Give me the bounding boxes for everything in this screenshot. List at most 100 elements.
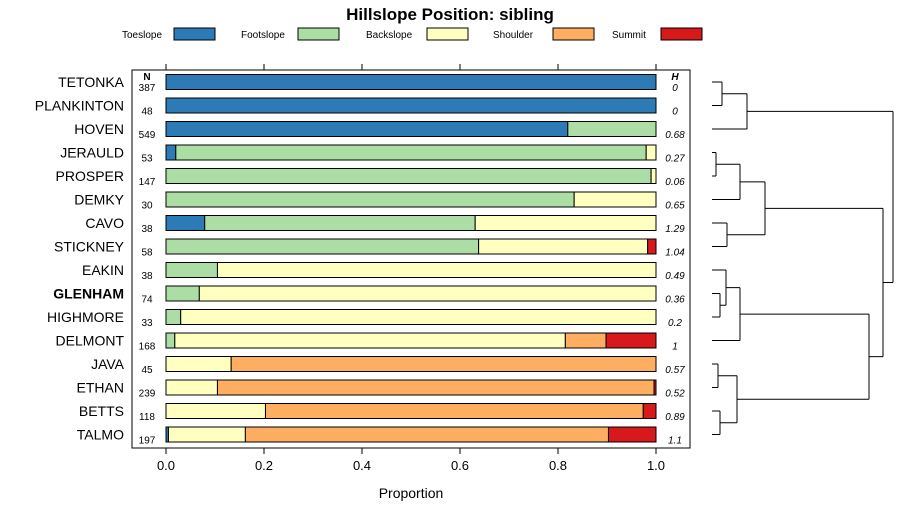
soil-label-betts: BETTS bbox=[79, 403, 124, 419]
legend-swatch-toeslope bbox=[173, 27, 216, 41]
soil-label-highmore: HIGHMORE bbox=[47, 309, 124, 325]
bar-segment-hoven-footslope bbox=[567, 121, 657, 137]
n-value-ethan: 239 bbox=[139, 389, 156, 400]
bar-segment-stickney-backslope bbox=[478, 238, 649, 255]
x-tick-label: 1.0 bbox=[647, 458, 665, 473]
bar-segment-plankinton-toeslope bbox=[165, 97, 657, 114]
x-tick-label: 0.6 bbox=[451, 458, 469, 473]
bars bbox=[165, 74, 657, 443]
n-value-highmore: 33 bbox=[141, 318, 153, 329]
n-value-tetonka: 387 bbox=[139, 83, 156, 94]
legend-label-toeslope: Toeslope bbox=[122, 30, 162, 41]
soil-label-stickney: STICKNEY bbox=[54, 239, 125, 255]
h-value-java: 0.57 bbox=[665, 365, 685, 376]
bar-segment-glenham-backslope bbox=[198, 285, 657, 302]
bar-row-demky bbox=[165, 191, 657, 208]
bar-segment-betts-backslope bbox=[165, 403, 266, 419]
bar-segment-delmont-shoulder bbox=[564, 332, 607, 349]
x-axis: 0.0 0.2 0.4 0.6 0.8 1.0 bbox=[157, 64, 665, 473]
bar-segment-java-backslope bbox=[165, 356, 232, 372]
bar-segment-ethan-summit bbox=[653, 379, 657, 396]
plot-frame bbox=[131, 69, 691, 449]
bar-segment-ethan-backslope bbox=[165, 379, 218, 396]
soil-label-glenham: GLENHAM bbox=[53, 286, 124, 302]
bar-row-talmo bbox=[165, 426, 657, 443]
h-value-hoven: 0.68 bbox=[665, 130, 685, 141]
legend-label-shoulder: Shoulder bbox=[493, 30, 534, 41]
h-value-plankinton: 0 bbox=[672, 107, 678, 118]
soil-label-java: JAVA bbox=[91, 356, 125, 372]
bar-row-plankinton bbox=[165, 97, 657, 114]
legend: Toeslope Footslope Backslope Shoulder Summit bbox=[122, 27, 703, 41]
bar-segment-delmont-backslope bbox=[174, 332, 566, 349]
bar-row-eakin bbox=[165, 262, 657, 278]
bar-segment-eakin-backslope bbox=[216, 262, 657, 278]
h-value-delmont: 1 bbox=[672, 342, 678, 353]
x-axis-title: Proportion bbox=[379, 485, 444, 501]
bar-segment-tetonka-toeslope bbox=[165, 74, 657, 90]
bar-segment-talmo-backslope bbox=[167, 426, 246, 443]
bar-segment-betts-shoulder bbox=[264, 403, 644, 419]
soil-label-demky: DEMKY bbox=[74, 192, 124, 208]
bar-segment-stickney-footslope bbox=[165, 238, 480, 255]
bar-segment-cavo-backslope bbox=[474, 215, 657, 231]
bar-segment-demky-footslope bbox=[165, 191, 575, 208]
bar-row-stickney bbox=[165, 238, 657, 255]
h-value-talmo: 1.1 bbox=[668, 436, 682, 447]
h-value-jerauld: 0.27 bbox=[665, 154, 685, 165]
chart-title: Hillslope Position: sibling bbox=[346, 5, 554, 24]
soil-label-prosper: PROSPER bbox=[56, 168, 124, 184]
h-value-cavo: 1.29 bbox=[665, 224, 685, 235]
bar-row-tetonka bbox=[165, 74, 657, 90]
bar-segment-stickney-summit bbox=[647, 238, 657, 255]
legend-swatch-shoulder bbox=[552, 27, 595, 41]
soil-label-delmont: DELMONT bbox=[56, 333, 125, 349]
dendrogram bbox=[712, 81, 894, 435]
bar-row-jerauld bbox=[165, 144, 657, 161]
soil-label-jerauld: JERAULD bbox=[60, 145, 124, 161]
bar-segment-highmore-footslope bbox=[165, 309, 182, 325]
bar-segment-glenham-footslope bbox=[165, 285, 200, 302]
n-value-delmont: 168 bbox=[139, 342, 156, 353]
bar-segment-hoven-toeslope bbox=[165, 121, 569, 137]
n-value-hoven: 549 bbox=[139, 130, 156, 141]
x-tick-label: 0.4 bbox=[353, 458, 371, 473]
soil-label-talmo: TALMO bbox=[77, 427, 124, 443]
bar-segment-cavo-toeslope bbox=[165, 215, 206, 231]
bar-row-hoven bbox=[165, 121, 657, 137]
bar-segment-java-shoulder bbox=[230, 356, 657, 372]
bar-segment-jerauld-toeslope bbox=[165, 144, 177, 161]
legend-label-summit: Summit bbox=[612, 30, 646, 41]
n-value-cavo: 38 bbox=[141, 224, 153, 235]
x-tick-label: 0.2 bbox=[255, 458, 273, 473]
bar-segment-ethan-shoulder bbox=[216, 379, 655, 396]
bar-segment-prosper-backslope bbox=[650, 168, 657, 184]
h-value-tetonka: 0 bbox=[672, 83, 678, 94]
soil-label-eakin: EAKIN bbox=[82, 262, 124, 278]
n-value-eakin: 38 bbox=[141, 271, 153, 282]
n-value-talmo: 197 bbox=[139, 436, 156, 447]
soil-label-hoven: HOVEN bbox=[74, 121, 124, 137]
bar-segment-prosper-footslope bbox=[165, 168, 652, 184]
h-value-demky: 0.65 bbox=[665, 201, 685, 212]
h-column-header: H bbox=[671, 72, 679, 83]
bar-segment-jerauld-footslope bbox=[175, 144, 647, 161]
bar-row-highmore bbox=[165, 309, 657, 325]
bar-row-betts bbox=[165, 403, 657, 419]
bar-segment-cavo-footslope bbox=[204, 215, 476, 231]
bar-segment-eakin-footslope bbox=[165, 262, 218, 278]
bar-segment-highmore-backslope bbox=[180, 309, 657, 325]
h-value-stickney: 1.04 bbox=[665, 248, 685, 259]
x-tick-label: 0.8 bbox=[549, 458, 567, 473]
bar-segment-delmont-footslope bbox=[165, 332, 176, 349]
h-value-highmore: 0.2 bbox=[668, 318, 682, 329]
soil-label-ethan: ETHAN bbox=[77, 380, 124, 396]
soil-label-cavo: CAVO bbox=[85, 215, 124, 231]
n-value-prosper: 147 bbox=[139, 177, 156, 188]
legend-swatch-footslope bbox=[297, 27, 340, 41]
bar-segment-talmo-summit bbox=[607, 426, 657, 443]
soil-label-tetonka: TETONKA bbox=[58, 74, 125, 90]
soil-label-plankinton: PLANKINTON bbox=[35, 98, 124, 114]
h-value-betts: 0.89 bbox=[665, 412, 685, 423]
h-value-eakin: 0.49 bbox=[665, 271, 685, 282]
